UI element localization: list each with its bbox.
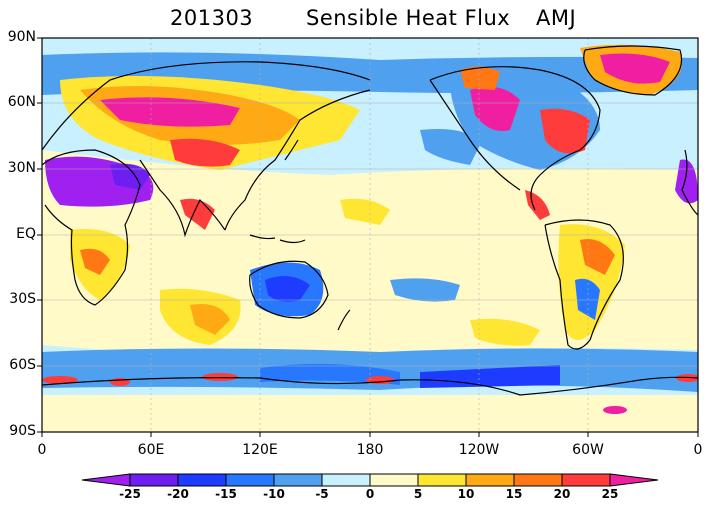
colorbar-label: 20 xyxy=(553,487,571,501)
colorbar-segment xyxy=(177,473,227,487)
lat-label-60s: 60S xyxy=(9,357,36,373)
colorbar-label: 25 xyxy=(601,487,619,501)
axis-ticks xyxy=(37,37,699,437)
colorbar-segment xyxy=(129,473,179,487)
colorbar-arrow-low xyxy=(81,473,131,487)
lon-label-0: 0 xyxy=(37,442,47,458)
colorbar-arrow-high xyxy=(609,473,659,487)
lat-label-90s: 90S xyxy=(9,423,36,439)
lat-label-30n: 30N xyxy=(7,160,36,176)
colorbar-label: 15 xyxy=(505,487,523,501)
colorbar-segment xyxy=(465,473,515,487)
map-gridlines xyxy=(42,38,698,432)
colorbar xyxy=(81,473,659,487)
colorbar-segment xyxy=(273,473,323,487)
lon-label-0-east: 0 xyxy=(693,442,703,458)
colorbar-segment xyxy=(369,473,419,487)
colorbar-segment xyxy=(513,473,563,487)
colorbar-label: -15 xyxy=(215,487,237,501)
colorbar-label: -5 xyxy=(315,487,329,501)
colorbar-segment xyxy=(225,473,275,487)
lat-label-60n: 60N xyxy=(7,94,36,110)
colorbar-segment xyxy=(417,473,467,487)
lat-label-90n: 90N xyxy=(7,29,36,45)
colorbar-label: -20 xyxy=(167,487,189,501)
colorbar-label: 10 xyxy=(457,487,475,501)
lon-label-120w: 120W xyxy=(458,442,500,458)
colorbar-label: -25 xyxy=(119,487,141,501)
lat-label-30s: 30S xyxy=(9,291,36,307)
lat-label-eq: EQ xyxy=(16,226,36,242)
title-date: 201303 xyxy=(170,6,254,30)
colorbar-label: -10 xyxy=(263,487,285,501)
lon-label-60w: 60W xyxy=(572,442,604,458)
title-variable-name: Sensible Heat Flux xyxy=(306,6,511,30)
coastlines xyxy=(41,45,699,396)
lon-label-180: 180 xyxy=(356,442,384,458)
lon-label-60e: 60E xyxy=(137,442,165,458)
colorbar-segment xyxy=(561,473,611,487)
lon-label-120e: 120E xyxy=(242,442,278,458)
colorbar-segment xyxy=(321,473,371,487)
colorbar-label: 5 xyxy=(413,487,423,501)
map-title: 201303 Sensible Heat Flux AMJ xyxy=(0,6,712,34)
colorbar-label: 0 xyxy=(365,487,375,501)
title-season: AMJ xyxy=(536,6,577,30)
